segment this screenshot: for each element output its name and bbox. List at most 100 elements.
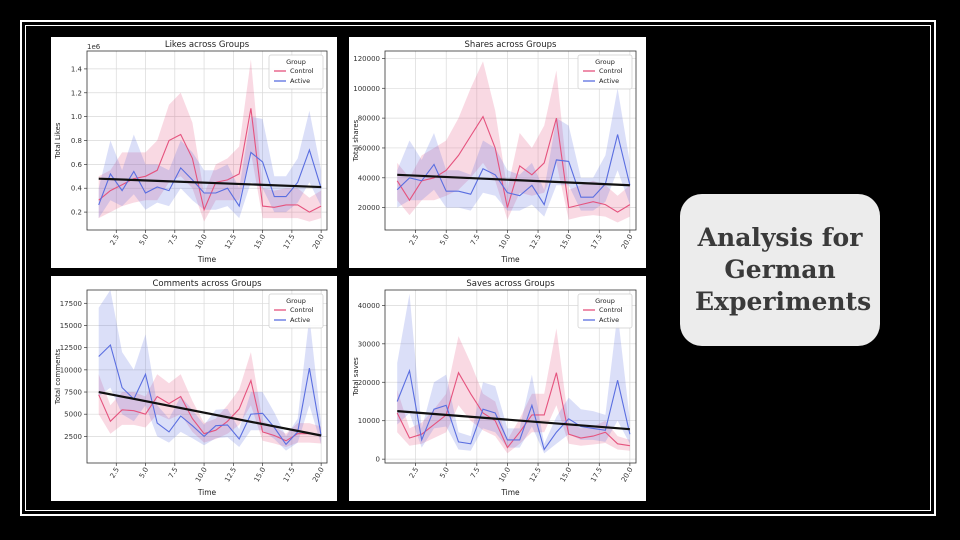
y-tick-label: 40000 <box>358 174 380 182</box>
chart-title: Shares across Groups <box>465 40 557 50</box>
x-tick-label: 12.5 <box>223 233 238 251</box>
trend-line <box>98 390 322 437</box>
legend-label-active: Active <box>599 77 619 85</box>
y-tick-label: 100000 <box>353 85 380 93</box>
y-tick-label: 5000 <box>64 411 82 419</box>
legend-label-control: Control <box>290 306 314 314</box>
chart-panel-comments: 2.5 5.0 7.5 10.0 12.5 15.0 17.5 20.0 2500 5000 750… <box>51 276 337 501</box>
x-tick-label: 10.0 <box>497 233 512 251</box>
y-tick-label: 1.0 <box>71 113 82 121</box>
legend-title: Group <box>595 297 615 305</box>
y-tick-label: 0.2 <box>71 209 82 217</box>
confidence-band-active <box>397 293 630 454</box>
chart-panel-saves: 2.5 5.0 7.5 10.0 12.5 15.0 17.5 20.0 0 10000 20000… <box>349 276 646 501</box>
x-tick-label: 7.5 <box>469 466 481 480</box>
y-axis-label: Total Likes <box>54 122 62 160</box>
series-line-active <box>98 148 322 208</box>
trend-line <box>98 177 322 189</box>
y-tick-label: 1.2 <box>71 89 82 97</box>
legend-title: Group <box>595 58 615 66</box>
x-tick-label: 12.5 <box>223 466 238 484</box>
x-tick-label: 12.5 <box>528 233 543 251</box>
x-tick-label: 2.5 <box>109 466 121 480</box>
title-card: Analysis for German Experiments <box>680 194 880 346</box>
y-tick-label: 17500 <box>60 300 82 308</box>
chart-svg: 2.5 5.0 7.5 10.0 12.5 15.0 17.5 20.0 0 10000 20000… <box>352 279 637 497</box>
y-offset-label: 1e6 <box>87 43 101 51</box>
y-axis-label: Total shares <box>352 119 360 162</box>
legend-title: Group <box>286 58 306 66</box>
x-tick-label: 15.0 <box>253 466 268 484</box>
y-tick-label: 0.4 <box>71 185 83 193</box>
series-line-control <box>98 378 322 442</box>
series-line-control <box>98 108 322 213</box>
x-axis-label: Time <box>500 255 520 264</box>
y-tick-label: 0.8 <box>71 137 82 145</box>
x-tick-label: 2.5 <box>408 233 420 247</box>
chart-panel-shares: 2.5 5.0 7.5 10.0 12.5 15.0 17.5 20.0 20000 40000 6… <box>349 37 646 268</box>
x-tick-label: 17.5 <box>589 466 604 484</box>
x-tick-label: 2.5 <box>109 233 121 247</box>
y-tick-label: 10000 <box>60 366 82 374</box>
legend-label-active: Active <box>599 316 619 324</box>
legend-title: Group <box>286 297 306 305</box>
confidence-band-control <box>98 352 322 447</box>
x-tick-label: 7.5 <box>167 233 179 247</box>
y-tick-label: 0.6 <box>71 161 83 169</box>
x-tick-label: 7.5 <box>167 466 179 480</box>
y-tick-label: 15000 <box>60 322 82 330</box>
series-line-active <box>98 343 322 446</box>
x-tick-label: 17.5 <box>282 233 297 251</box>
confidence-band-active <box>397 88 630 217</box>
x-tick-label: 17.5 <box>282 466 297 484</box>
chart-title: Saves across Groups <box>466 279 555 289</box>
y-tick-label: 60000 <box>358 144 380 152</box>
y-tick-label: 30000 <box>358 340 380 348</box>
legend-label-active: Active <box>290 316 310 324</box>
chart-svg: 2.5 5.0 7.5 10.0 12.5 15.0 17.5 20.0 2500 5000 750… <box>54 279 328 497</box>
y-tick-label: 120000 <box>353 55 380 63</box>
chart-title: Likes across Groups <box>165 40 250 50</box>
legend-label-active: Active <box>290 77 310 85</box>
x-tick-label: 10.0 <box>194 466 209 484</box>
y-tick-label: 2500 <box>64 433 82 441</box>
x-tick-label: 17.5 <box>589 233 604 251</box>
y-axis-label: Total saves <box>352 357 360 397</box>
x-tick-label: 20.0 <box>311 466 326 484</box>
x-tick-label: 15.0 <box>559 466 574 484</box>
x-tick-label: 5.0 <box>438 466 450 480</box>
legend-label-control: Control <box>599 67 623 75</box>
chart-svg: 2.5 5.0 7.5 10.0 12.5 15.0 17.5 20.0 20000 40000 6… <box>352 40 637 264</box>
trend-line <box>397 410 630 431</box>
confidence-band-control <box>397 61 630 223</box>
x-tick-label: 15.0 <box>559 233 574 251</box>
x-tick-label: 5.0 <box>138 466 150 480</box>
y-tick-label: 0 <box>376 456 380 464</box>
x-tick-label: 10.0 <box>497 466 512 484</box>
confidence-band-active <box>98 110 322 219</box>
plot-area-frame <box>86 289 328 464</box>
plot-area-frame <box>384 50 637 231</box>
y-tick-label: 40000 <box>358 302 380 310</box>
chart-panel-likes: 2.5 5.0 7.5 10.0 12.5 15.0 17.5 20.0 0.2 0.4 0.6 0.… <box>51 37 337 268</box>
x-tick-label: 20.0 <box>620 233 635 251</box>
x-axis-label: Time <box>500 488 520 497</box>
x-axis-label: Time <box>197 488 217 497</box>
x-tick-label: 5.0 <box>138 233 150 247</box>
legend-label-control: Control <box>290 67 314 75</box>
slide-title: Analysis for German Experiments <box>695 223 872 316</box>
chart-svg: 2.5 5.0 7.5 10.0 12.5 15.0 17.5 20.0 0.2 0.4 0.6 0.… <box>54 40 328 264</box>
x-tick-label: 15.0 <box>253 233 268 251</box>
confidence-band-control <box>397 328 630 454</box>
legend-label-control: Control <box>599 306 623 314</box>
y-tick-label: 80000 <box>358 115 380 123</box>
y-tick-label: 7500 <box>64 389 82 397</box>
x-tick-label: 5.0 <box>438 233 450 247</box>
x-tick-label: 2.5 <box>408 466 420 480</box>
x-tick-label: 20.0 <box>311 233 326 251</box>
trend-line <box>397 173 630 187</box>
x-tick-label: 10.0 <box>194 233 209 251</box>
